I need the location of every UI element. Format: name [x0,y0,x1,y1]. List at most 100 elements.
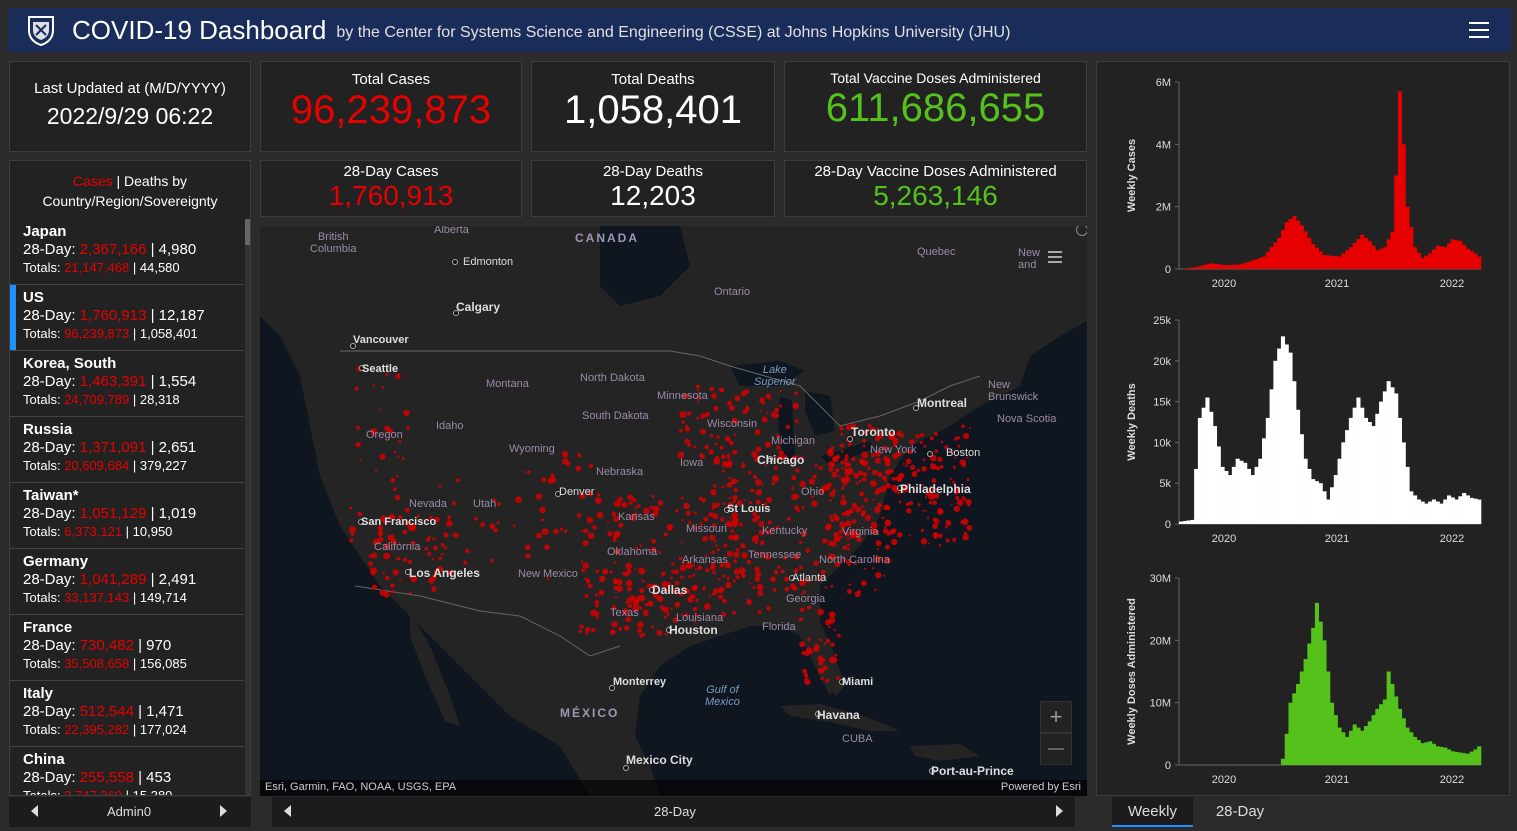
case-marker[interactable] [934,518,940,525]
case-marker[interactable] [928,501,933,505]
case-marker[interactable] [776,456,781,461]
case-marker[interactable] [851,456,856,462]
case-marker[interactable] [844,454,849,459]
case-marker[interactable] [712,570,716,575]
chart-bar[interactable] [1322,640,1327,765]
chart-bar[interactable] [1186,520,1191,524]
case-marker[interactable] [874,529,879,535]
case-marker[interactable] [746,559,752,565]
chart-bar[interactable] [1220,264,1225,269]
chart-bar[interactable] [1311,479,1316,524]
case-marker[interactable] [696,395,701,400]
chart-bar[interactable] [1348,247,1353,269]
case-marker[interactable] [684,438,690,445]
case-marker[interactable] [765,393,771,400]
chart-bar[interactable] [1397,91,1403,269]
case-marker[interactable] [781,440,785,443]
case-marker[interactable] [694,568,698,571]
chart-bar[interactable] [1296,409,1301,524]
case-marker[interactable] [628,500,633,506]
case-marker[interactable] [817,608,825,616]
case-marker[interactable] [684,612,689,617]
case-marker[interactable] [922,509,925,512]
chart-bar[interactable] [1443,247,1448,269]
case-marker[interactable] [800,607,805,612]
case-marker[interactable] [885,469,891,475]
case-marker[interactable] [773,569,779,575]
case-marker[interactable] [635,546,639,550]
chart-bar[interactable] [1258,458,1263,524]
chart-bar[interactable] [1428,253,1433,269]
case-marker[interactable] [785,424,790,430]
case-marker[interactable] [840,460,845,465]
chart-bar[interactable] [1330,255,1335,269]
case-marker[interactable] [440,542,445,547]
case-marker[interactable] [371,584,378,590]
map-prev-arrow-icon[interactable] [284,805,291,817]
case-marker[interactable] [838,529,844,534]
chart-bar[interactable] [1182,521,1187,524]
case-marker[interactable] [843,457,848,462]
case-marker[interactable] [870,521,878,529]
chart-bar[interactable] [1341,732,1346,765]
chart-bar[interactable] [1224,265,1229,269]
chart-bar[interactable] [1228,475,1233,524]
case-marker[interactable] [595,569,599,573]
chart-bar[interactable] [1397,417,1403,524]
case-marker[interactable] [546,577,550,581]
case-marker[interactable] [713,484,717,488]
case-marker[interactable] [801,530,807,537]
case-marker[interactable] [578,629,582,633]
case-marker[interactable] [861,510,867,516]
case-marker[interactable] [780,569,785,574]
case-marker[interactable] [398,439,402,443]
chart-bar[interactable] [1443,499,1448,524]
case-marker[interactable] [813,560,819,567]
case-marker[interactable] [697,400,700,403]
case-marker[interactable] [407,524,414,531]
case-marker[interactable] [728,534,734,540]
case-marker[interactable] [954,436,958,441]
case-marker[interactable] [798,565,803,570]
case-marker[interactable] [587,583,593,589]
case-marker[interactable] [929,436,935,441]
case-marker[interactable] [874,588,877,592]
case-marker[interactable] [667,581,672,587]
case-marker[interactable] [759,540,765,546]
case-marker[interactable] [755,446,762,453]
case-marker[interactable] [637,628,643,634]
case-marker[interactable] [850,423,857,430]
case-marker[interactable] [583,528,589,534]
case-marker[interactable] [438,484,442,488]
case-marker[interactable] [885,482,891,489]
case-marker[interactable] [749,501,752,504]
case-marker[interactable] [671,570,675,574]
chart-bar[interactable] [1292,693,1297,765]
chart-bar[interactable] [1465,753,1470,765]
case-marker[interactable] [582,540,589,547]
case-marker[interactable] [401,457,405,460]
case-marker[interactable] [579,493,586,500]
case-marker[interactable] [937,508,944,515]
case-marker[interactable] [791,486,795,490]
case-marker[interactable] [897,532,903,538]
case-marker[interactable] [909,439,915,445]
case-marker[interactable] [771,481,775,486]
case-marker[interactable] [398,515,403,520]
chart-bar[interactable] [1231,466,1236,524]
case-marker[interactable] [684,426,691,432]
case-marker[interactable] [732,534,740,541]
case-marker[interactable] [621,501,628,508]
chart-bar[interactable] [1473,498,1478,524]
case-marker[interactable] [882,528,889,534]
case-marker[interactable] [584,593,589,598]
list-next-arrow-icon[interactable] [220,805,227,817]
case-marker[interactable] [407,559,413,564]
case-marker[interactable] [632,599,640,607]
case-marker[interactable] [952,480,956,485]
case-marker[interactable] [932,532,939,538]
case-marker[interactable] [371,552,378,559]
case-marker[interactable] [953,490,959,495]
case-marker[interactable] [893,528,896,532]
chart-bar[interactable] [1194,267,1199,269]
